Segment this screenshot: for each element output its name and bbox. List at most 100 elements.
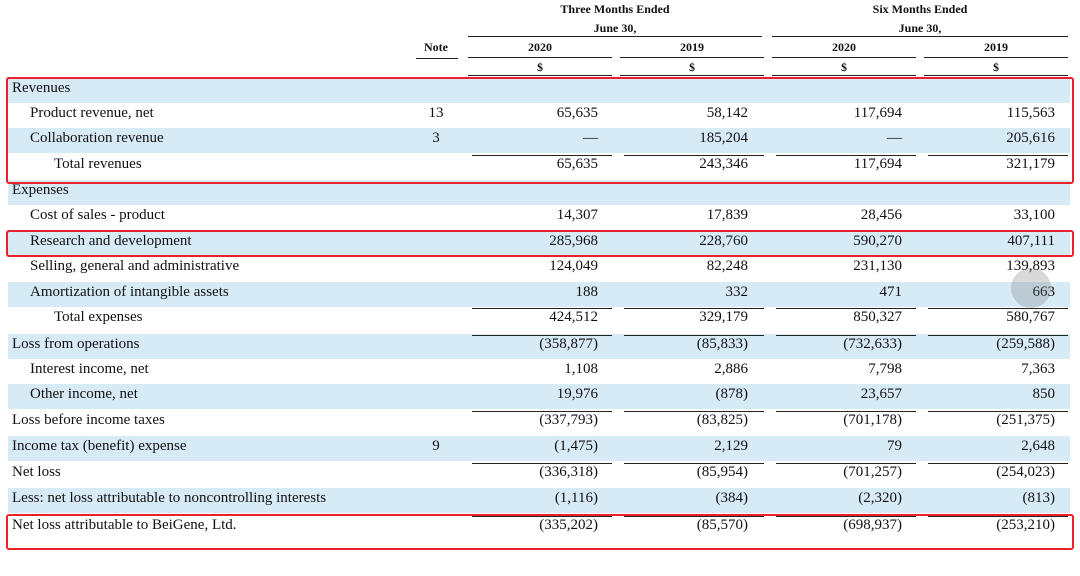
subtotal-rule	[928, 411, 1068, 412]
row-label: Net loss	[12, 464, 61, 480]
currency-header: $	[993, 60, 999, 74]
subtotal-rule	[472, 335, 612, 336]
row-value: (701,257)	[843, 464, 902, 480]
row-shade	[8, 384, 1070, 409]
row-value: 82,248	[706, 258, 748, 274]
subtotal-rule	[776, 463, 916, 464]
currency-header-underline	[772, 75, 916, 76]
row-label: Total expenses	[54, 309, 143, 325]
row-value: 590,270	[853, 233, 902, 249]
row-value: (254,023)	[996, 464, 1055, 480]
row-value: (701,178)	[843, 412, 902, 428]
row-value: 321,179	[1006, 156, 1055, 172]
subtotal-rule	[624, 308, 764, 309]
group-header-six-months: Six Months Ended June 30,	[772, 2, 1068, 36]
row-value: 7,798	[868, 361, 902, 377]
row-value: 329,179	[699, 309, 748, 325]
row-shade	[8, 282, 1070, 307]
row-label: Interest income, net	[30, 361, 149, 377]
row-value: 185,204	[699, 130, 748, 146]
row-label: Loss before income taxes	[12, 412, 165, 428]
row-note: 13	[428, 105, 444, 121]
row-value: 79	[887, 438, 902, 454]
row-value: 580,767	[1006, 309, 1055, 325]
year-header-underline	[468, 57, 612, 58]
row-value: 139,893	[1006, 258, 1055, 274]
row-shade	[8, 436, 1070, 461]
row-value: (878)	[715, 386, 749, 402]
subtotal-rule	[776, 155, 916, 156]
row-value: 188	[575, 284, 599, 300]
subtotal-rule	[776, 335, 916, 336]
row-value: 23,657	[860, 386, 902, 402]
row-value: 228,760	[699, 233, 748, 249]
row-value: 231,130	[853, 258, 902, 274]
row-value: 2,129	[714, 438, 748, 454]
year-header: 2020	[528, 40, 552, 54]
row-label: Collaboration revenue	[30, 130, 164, 146]
row-value: 17,839	[706, 207, 748, 223]
group-header-three-months-line1: Three Months Ended	[560, 2, 670, 16]
subtotal-rule	[472, 155, 612, 156]
row-value: 58,142	[706, 105, 748, 121]
row-value: (336,318)	[539, 464, 598, 480]
row-label: Amortization of intangible assets	[30, 284, 229, 300]
row-value: 117,694	[853, 105, 902, 121]
row-label: Other income, net	[30, 386, 138, 402]
row-value: 205,616	[1006, 130, 1055, 146]
row-value: 471	[879, 284, 903, 300]
row-label: Research and development	[30, 233, 192, 249]
row-value: (2,320)	[858, 490, 902, 506]
note-header-underline	[416, 58, 458, 59]
row-value: (337,793)	[539, 412, 598, 428]
year-header-underline	[924, 57, 1068, 58]
row-value: (85,570)	[696, 517, 748, 533]
row-value: 332	[725, 284, 749, 300]
row-label: Income tax (benefit) expense	[12, 438, 187, 454]
row-label: Revenues	[12, 80, 71, 96]
row-note: 9	[432, 438, 440, 454]
row-value: —	[887, 130, 902, 146]
row-value: 65,635	[556, 156, 598, 172]
row-label: Product revenue, net	[30, 105, 154, 121]
row-label: Net loss attributable to BeiGene, Ltd.	[12, 517, 237, 533]
subtotal-rule	[472, 308, 612, 309]
note-header: Note	[424, 40, 448, 54]
year-header: 2020	[832, 40, 856, 54]
row-value: (732,633)	[843, 336, 902, 352]
highlight-box-revenues	[6, 77, 1074, 184]
group-header-three-months: Three Months Ended June 30,	[468, 2, 762, 36]
subtotal-rule	[624, 411, 764, 412]
row-note: 3	[432, 130, 440, 146]
row-value: (698,937)	[843, 517, 902, 533]
highlight-box-research-development	[6, 230, 1074, 257]
row-value: 65,635	[556, 105, 598, 121]
currency-header: $	[841, 60, 847, 74]
row-value: (384)	[715, 490, 749, 506]
year-header-underline	[772, 57, 916, 58]
row-value: 7,363	[1021, 361, 1055, 377]
row-value: (253,210)	[996, 517, 1055, 533]
row-value: 285,968	[549, 233, 598, 249]
subtotal-rule	[472, 411, 612, 412]
subtotal-rule	[928, 463, 1068, 464]
currency-header-underline	[620, 75, 764, 76]
row-value: 19,976	[556, 386, 598, 402]
row-label: Expenses	[12, 182, 69, 198]
row-shade	[8, 488, 1070, 513]
highlight-box-net-loss-attributable	[6, 514, 1074, 550]
row-value: —	[583, 130, 598, 146]
row-value: (251,375)	[996, 412, 1055, 428]
row-value: 28,456	[860, 207, 902, 223]
year-header: 2019	[984, 40, 1008, 54]
subtotal-rule	[776, 308, 916, 309]
row-value: (1,475)	[554, 438, 598, 454]
group-underline-six-months	[772, 36, 1068, 37]
row-value: (1,116)	[554, 490, 598, 506]
row-value: (83,825)	[696, 412, 748, 428]
row-shade	[8, 180, 1070, 205]
subtotal-rule	[624, 335, 764, 336]
row-value: 115,563	[1006, 105, 1055, 121]
row-value: 663	[1032, 284, 1056, 300]
subtotal-rule	[776, 411, 916, 412]
